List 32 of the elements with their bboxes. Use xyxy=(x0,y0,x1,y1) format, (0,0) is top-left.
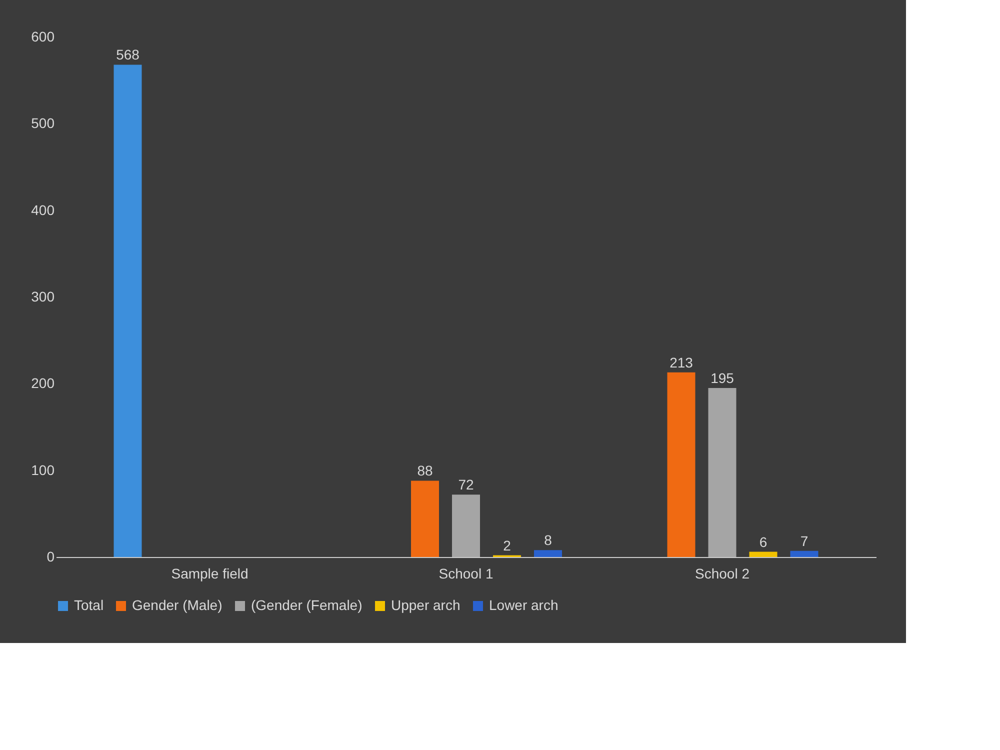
bar xyxy=(114,64,142,557)
x-tick-label: School 2 xyxy=(695,566,750,582)
data-label: 88 xyxy=(417,462,433,479)
bar xyxy=(749,552,778,557)
legend-label: Gender (Male) xyxy=(132,597,222,613)
legend-label: Lower arch xyxy=(489,597,558,613)
bar xyxy=(534,550,562,557)
bar xyxy=(411,480,439,557)
bar xyxy=(667,372,696,557)
data-label: 2 xyxy=(503,537,512,554)
data-label: 6 xyxy=(759,534,768,550)
data-label: 7 xyxy=(800,532,808,549)
y-tick-label: 300 xyxy=(31,288,55,304)
y-tick-label: 500 xyxy=(31,115,55,132)
x-tick-label: School 1 xyxy=(438,566,494,582)
data-label: 568 xyxy=(116,46,140,63)
legend-label: (Gender (Female) xyxy=(251,597,362,613)
bar xyxy=(452,494,480,557)
bar xyxy=(790,550,818,557)
y-tick-label: 200 xyxy=(31,375,55,392)
legend-label: Upper arch xyxy=(391,597,460,613)
data-label: 72 xyxy=(458,476,474,493)
data-label: 213 xyxy=(670,354,694,370)
x-tick-label: Sample field xyxy=(171,566,248,582)
y-tick-label: 400 xyxy=(31,202,55,218)
data-label: 8 xyxy=(544,532,552,548)
y-tick-label: 600 xyxy=(31,28,55,44)
legend-label: Total xyxy=(74,597,104,613)
bar xyxy=(708,388,736,557)
data-label: 195 xyxy=(710,370,734,386)
y-tick-label: 100 xyxy=(31,462,55,478)
y-tick-label: 0 xyxy=(46,548,55,564)
